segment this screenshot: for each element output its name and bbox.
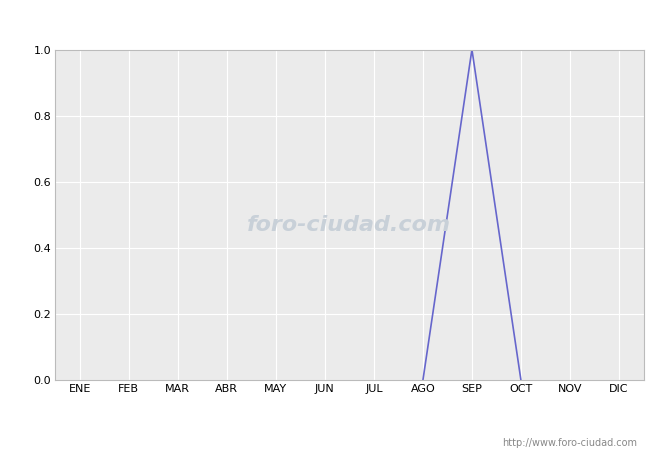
Text: Matriculaciones de Vehiculos en Adobes: Matriculaciones de Vehiculos en Adobes bbox=[144, 9, 506, 27]
Text: http://www.foro-ciudad.com: http://www.foro-ciudad.com bbox=[502, 438, 637, 448]
Text: foro-ciudad.com: foro-ciudad.com bbox=[248, 215, 451, 235]
